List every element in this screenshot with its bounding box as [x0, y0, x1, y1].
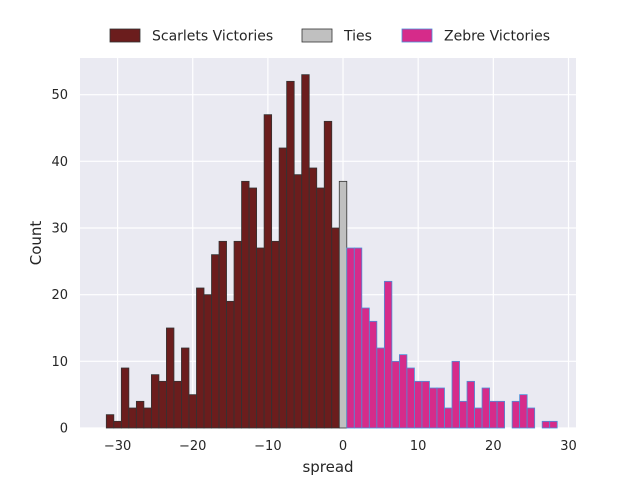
bar-scarlets-victories: [248, 187, 258, 429]
legend-label: Zebre Victories: [444, 29, 550, 45]
bar-scarlets-victories: [120, 367, 130, 429]
bar-zebre-victories: [436, 387, 445, 429]
bar-scarlets-victories: [286, 80, 295, 429]
bar-zebre-victories: [526, 407, 536, 429]
bar-scarlets-victories: [135, 400, 145, 429]
bar-scarlets-victories: [323, 120, 333, 429]
bar-zebre-victories: [346, 247, 355, 429]
bar-scarlets-victories: [188, 394, 197, 429]
y-tick-label: 10: [51, 355, 68, 370]
bar-zebre-victories: [398, 354, 408, 429]
bar-zebre-victories: [429, 387, 438, 429]
bar-scarlets-victories: [203, 294, 212, 429]
legend-swatch: [401, 28, 433, 43]
bar-scarlets-victories: [166, 327, 175, 429]
bar-zebre-victories: [519, 394, 528, 429]
bar-scarlets-victories: [150, 374, 160, 429]
legend-label: Ties: [343, 29, 372, 45]
bar-zebre-victories: [459, 400, 468, 429]
bar-scarlets-victories: [181, 347, 190, 429]
legend-swatch: [109, 28, 141, 43]
bar-scarlets-victories: [316, 187, 325, 429]
legend: Scarlets Victories Ties Zebre Victories: [109, 28, 550, 45]
bar-zebre-victories: [376, 347, 385, 429]
bar-zebre-victories: [353, 247, 363, 429]
bar-zebre-victories: [383, 280, 393, 429]
bar-scarlets-victories: [233, 240, 242, 429]
bar-scarlets-victories: [226, 300, 235, 429]
bar-scarlets-victories: [263, 114, 273, 429]
bar-zebre-victories: [489, 400, 498, 429]
bar-scarlets-victories: [256, 247, 265, 429]
bar-zebre-victories: [511, 400, 521, 429]
bar-ties: [338, 180, 348, 429]
bar-scarlets-victories: [143, 407, 152, 429]
bar-zebre-victories: [541, 420, 551, 429]
bar-scarlets-victories: [128, 407, 137, 429]
bar-scarlets-victories: [293, 174, 303, 429]
bar-zebre-victories: [466, 380, 475, 429]
bar-scarlets-victories: [211, 254, 220, 429]
bar-scarlets-victories: [113, 420, 122, 429]
bar-zebre-victories: [406, 367, 415, 429]
legend-label: Scarlets Victories: [152, 29, 273, 45]
x-tick-label: 20: [485, 439, 502, 454]
bar-scarlets-victories: [271, 240, 280, 429]
bar-scarlets-victories: [278, 147, 288, 429]
bar-zebre-victories: [481, 387, 490, 429]
bar-scarlets-victories: [241, 180, 250, 429]
legend-swatch: [301, 28, 333, 43]
bar-scarlets-victories: [196, 287, 205, 429]
x-tick-label: −10: [254, 439, 281, 454]
bar-zebre-victories: [451, 360, 460, 429]
bar-scarlets-victories: [218, 240, 227, 429]
bar-zebre-victories: [549, 420, 558, 429]
x-tick-label: 10: [410, 439, 427, 454]
bar-zebre-victories: [496, 400, 506, 429]
bar-scarlets-victories: [105, 414, 115, 429]
bar-zebre-victories: [414, 380, 423, 429]
bar-scarlets-victories: [158, 380, 167, 429]
y-tick-label: 20: [51, 288, 68, 303]
bar-scarlets-victories: [308, 167, 318, 429]
y-tick-labels: 0 10 20 30 40 50: [51, 88, 68, 436]
x-tick-label: −30: [104, 439, 131, 454]
bar-scarlets-victories: [301, 74, 310, 429]
bar-scarlets-victories: [331, 227, 340, 429]
x-tick-label: 30: [560, 439, 577, 454]
y-tick-label: 30: [51, 222, 68, 237]
y-axis-label: Count: [27, 221, 45, 266]
bars: [105, 74, 558, 429]
x-tick-labels: −30 −20 −10 0 10 20 30: [104, 439, 577, 454]
x-tick-label: −20: [179, 439, 206, 454]
x-axis-label: spread: [302, 458, 353, 476]
bar-zebre-victories: [368, 320, 378, 429]
bar-zebre-victories: [474, 407, 483, 429]
bar-scarlets-victories: [173, 380, 182, 429]
x-tick-label: 0: [339, 439, 347, 454]
bar-zebre-victories: [361, 307, 370, 429]
y-tick-label: 40: [51, 155, 68, 170]
bar-zebre-victories: [421, 380, 430, 429]
y-tick-label: 0: [60, 422, 68, 437]
bar-zebre-victories: [444, 407, 453, 429]
bar-zebre-victories: [391, 360, 400, 429]
y-tick-label: 50: [51, 88, 68, 103]
